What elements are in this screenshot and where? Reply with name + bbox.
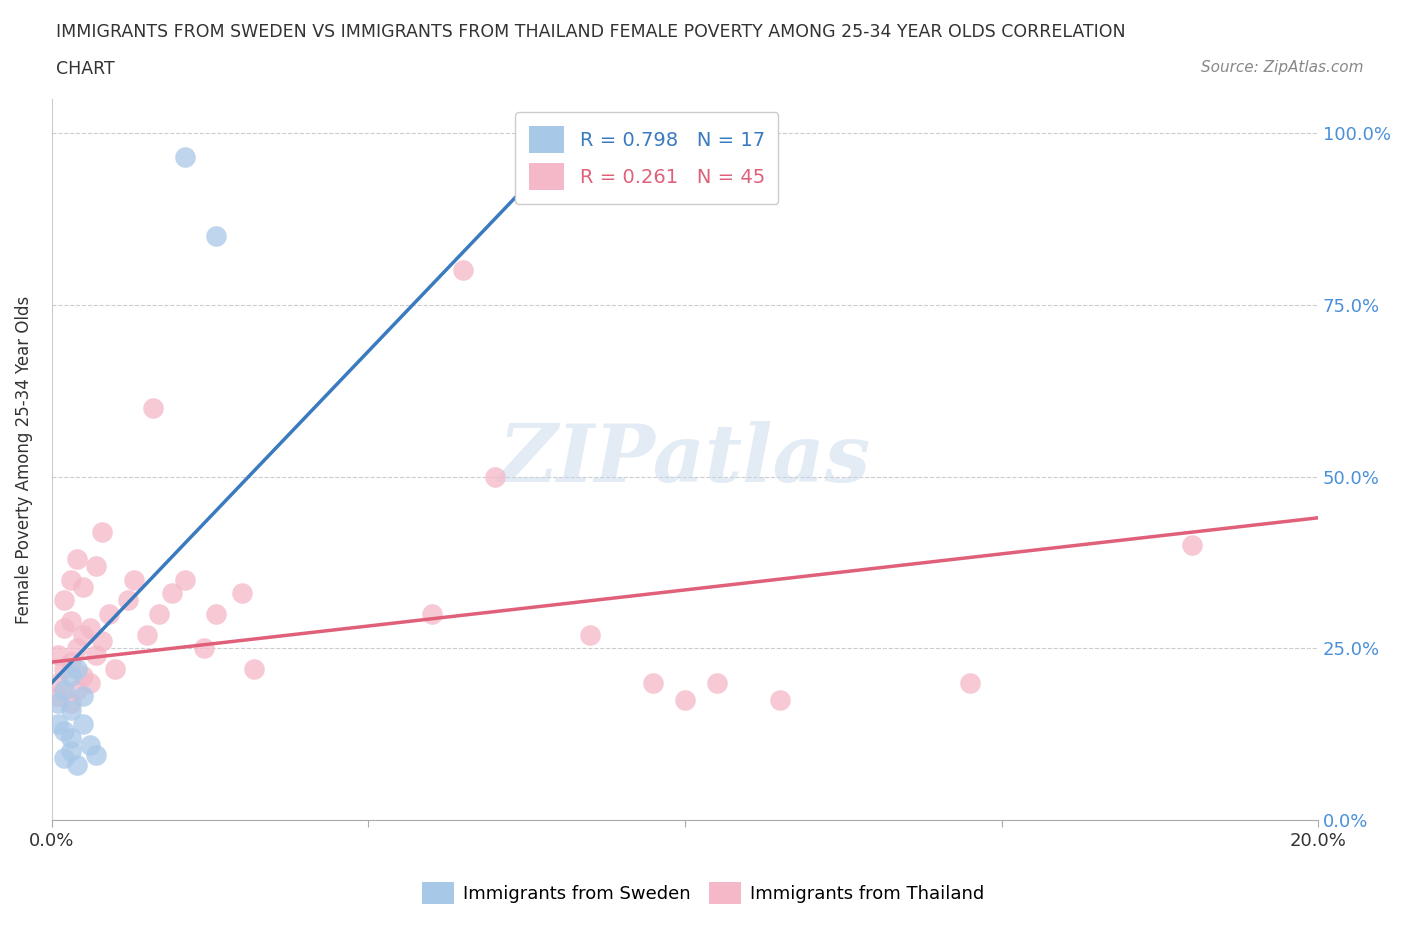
Y-axis label: Female Poverty Among 25-34 Year Olds: Female Poverty Among 25-34 Year Olds bbox=[15, 295, 32, 623]
Text: IMMIGRANTS FROM SWEDEN VS IMMIGRANTS FROM THAILAND FEMALE POVERTY AMONG 25-34 YE: IMMIGRANTS FROM SWEDEN VS IMMIGRANTS FRO… bbox=[56, 23, 1126, 41]
Point bbox=[142, 401, 165, 416]
Point bbox=[79, 737, 101, 752]
Point bbox=[53, 724, 76, 738]
Point bbox=[673, 693, 696, 708]
Point bbox=[46, 689, 69, 704]
Point bbox=[46, 675, 69, 690]
Point bbox=[66, 551, 89, 566]
Point bbox=[59, 744, 82, 759]
Point bbox=[1180, 538, 1202, 552]
Point bbox=[243, 661, 266, 676]
Point bbox=[59, 669, 82, 684]
Point bbox=[66, 682, 89, 697]
Point bbox=[46, 716, 69, 731]
Point bbox=[72, 669, 94, 684]
Point bbox=[173, 150, 195, 165]
Point bbox=[59, 703, 82, 718]
Point bbox=[160, 586, 183, 601]
Point bbox=[122, 572, 145, 587]
Point bbox=[117, 592, 139, 607]
Point bbox=[769, 693, 792, 708]
Point bbox=[53, 661, 76, 676]
Point bbox=[706, 675, 728, 690]
Point bbox=[72, 716, 94, 731]
Point bbox=[46, 648, 69, 663]
Point bbox=[66, 641, 89, 656]
Point bbox=[59, 655, 82, 670]
Point bbox=[66, 661, 89, 676]
Point bbox=[72, 689, 94, 704]
Point bbox=[579, 627, 602, 642]
Point bbox=[66, 758, 89, 773]
Point bbox=[59, 572, 82, 587]
Point bbox=[193, 641, 215, 656]
Point bbox=[53, 620, 76, 635]
Point bbox=[91, 525, 114, 539]
Point bbox=[173, 572, 195, 587]
Point bbox=[53, 592, 76, 607]
Point bbox=[959, 675, 981, 690]
Point bbox=[72, 627, 94, 642]
Point bbox=[484, 469, 506, 484]
Point bbox=[420, 606, 443, 621]
Legend: R = 0.798   N = 17, R = 0.261   N = 45: R = 0.798 N = 17, R = 0.261 N = 45 bbox=[516, 112, 779, 204]
Point bbox=[53, 751, 76, 765]
Point bbox=[205, 229, 228, 244]
Legend: Immigrants from Sweden, Immigrants from Thailand: Immigrants from Sweden, Immigrants from … bbox=[415, 875, 991, 911]
Point bbox=[231, 586, 253, 601]
Point bbox=[84, 648, 107, 663]
Point bbox=[72, 579, 94, 594]
Point bbox=[135, 627, 157, 642]
Point bbox=[79, 675, 101, 690]
Point bbox=[46, 696, 69, 711]
Text: Source: ZipAtlas.com: Source: ZipAtlas.com bbox=[1201, 60, 1364, 75]
Point bbox=[148, 606, 170, 621]
Point bbox=[205, 606, 228, 621]
Point bbox=[53, 682, 76, 697]
Text: CHART: CHART bbox=[56, 60, 115, 78]
Point bbox=[59, 614, 82, 629]
Point bbox=[79, 620, 101, 635]
Point bbox=[453, 263, 475, 278]
Point bbox=[59, 696, 82, 711]
Point bbox=[84, 748, 107, 763]
Text: ZIPatlas: ZIPatlas bbox=[499, 420, 870, 498]
Point bbox=[97, 606, 120, 621]
Point bbox=[104, 661, 127, 676]
Point bbox=[59, 730, 82, 745]
Point bbox=[84, 558, 107, 573]
Point bbox=[643, 675, 665, 690]
Point bbox=[91, 634, 114, 649]
